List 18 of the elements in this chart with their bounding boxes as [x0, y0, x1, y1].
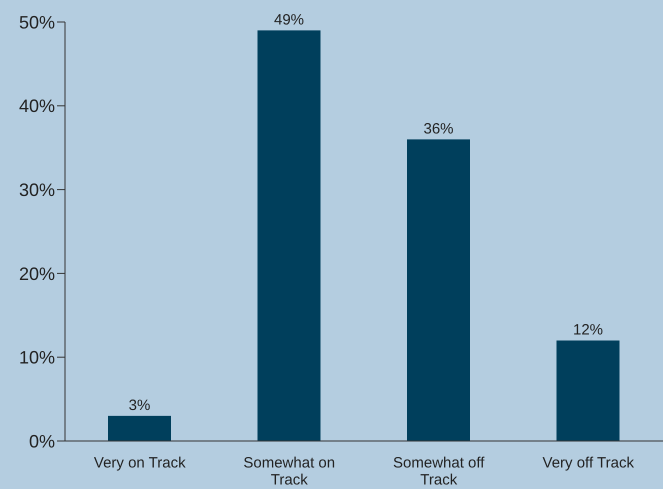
x-tick-label: Somewhat off Track [393, 454, 486, 489]
y-tick-label: 30% [18, 180, 55, 200]
bar [108, 416, 171, 441]
bar [407, 139, 470, 441]
data-label: 36% [423, 120, 454, 138]
y-tick-label: 10% [18, 348, 55, 368]
data-label: 3% [128, 396, 150, 414]
data-label: 12% [572, 321, 604, 338]
data-label: 49% [274, 11, 304, 28]
bar [258, 30, 320, 441]
y-tick-label: 50% [18, 12, 55, 32]
x-tick-label: Very on Track [94, 454, 186, 472]
y-tick-label: 0% [28, 431, 55, 452]
y-tick-label: 40% [18, 96, 55, 116]
bar [556, 340, 620, 441]
x-tick-label: Very off Track [542, 454, 634, 472]
x-tick-label: Somewhat on Track [243, 454, 336, 489]
y-tick-label: 20% [18, 264, 55, 284]
